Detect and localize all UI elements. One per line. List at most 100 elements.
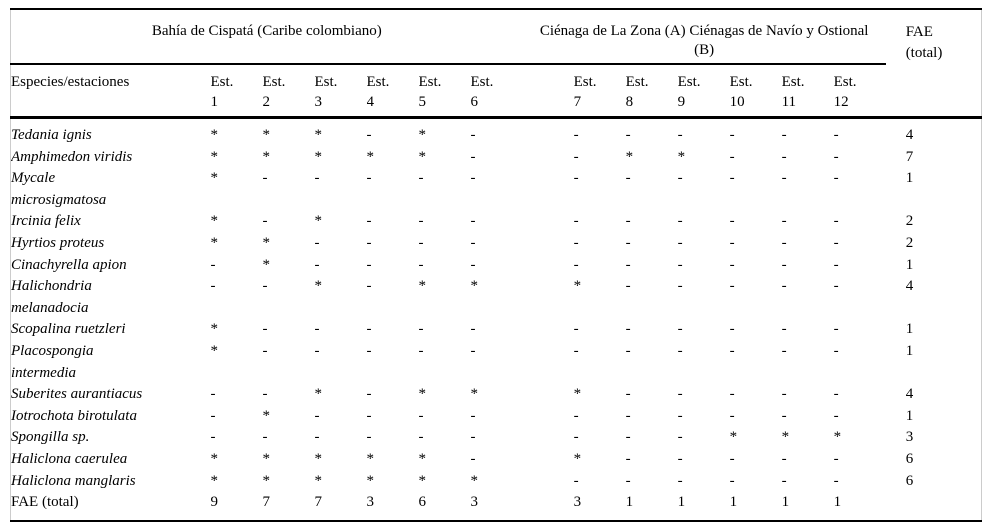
- presence-cell-est-5: -: [418, 256, 424, 273]
- species-row: Amphimedon viridis * * * * * - - * * - - - 7: [11, 147, 982, 169]
- presence-cell-est-5: -: [418, 234, 424, 251]
- presence-cell-est-3: -: [314, 321, 320, 338]
- presence-cell-est-5: *: [418, 472, 427, 489]
- presence-cell-est-2: *: [262, 472, 271, 489]
- presence-cell-est-10: -: [729, 321, 735, 338]
- species-row: Haliclona manglaris * * * * * * - - - - - - 6: [11, 471, 982, 493]
- presence-cell-est-1: *: [210, 170, 219, 187]
- species-row: Scopalina ruetzleri * - - - - - - - - - - - 1: [11, 319, 982, 341]
- group-gap-cell: [523, 492, 574, 521]
- presence-cell-est-11: -: [781, 148, 787, 165]
- group-gap-cell: [523, 276, 574, 319]
- presence-cell-est-3: -: [314, 256, 320, 273]
- presence-cell-est-10: -: [729, 407, 735, 424]
- presence-cell-est-3: -: [314, 342, 320, 359]
- presence-cell-est-1: *: [210, 450, 219, 467]
- presence-cell-est-6: -: [470, 170, 476, 187]
- presence-cell-est-2: *: [262, 234, 271, 251]
- presence-cell-est-8: -: [625, 321, 631, 338]
- station-header-est-11: Est. 11: [781, 64, 834, 119]
- presence-cell-est-12: -: [833, 342, 839, 359]
- presence-cell-est-10: -: [729, 450, 735, 467]
- presence-cell-est-12: -: [833, 472, 839, 489]
- presence-cell-est-1: *: [210, 127, 219, 143]
- presence-cell-est-4: *: [366, 148, 375, 165]
- presence-cell-est-8: -: [625, 386, 631, 403]
- presence-cell-est-2: *: [262, 256, 271, 273]
- presence-cell-est-12: -: [833, 386, 839, 403]
- presence-cell-est-4: -: [366, 256, 372, 273]
- presence-cell-est-4: -: [366, 234, 372, 251]
- species-name: Mycale microsigmatosa: [11, 170, 107, 208]
- presence-cell-est-6: -: [470, 213, 476, 230]
- species-name: Ircinia felix: [11, 213, 81, 230]
- species-name: Tedania ignis: [11, 127, 92, 143]
- presence-cell-est-5: -: [418, 213, 424, 230]
- row-fae-total: 1: [905, 170, 914, 187]
- species-row: Tedania ignis * * * - * - - - - - - - 4: [11, 118, 982, 147]
- presence-cell-est-9: *: [677, 148, 686, 165]
- group-gap-cell: [523, 384, 574, 406]
- presence-cell-est-9: -: [677, 407, 683, 424]
- species-name: Haliclona caerulea: [11, 450, 128, 467]
- species-row: Halichondria melanadocia - - * - * * * - - - - - 4: [11, 276, 982, 319]
- presence-cell-est-4: -: [366, 407, 372, 424]
- presence-cell-est-8: -: [625, 170, 631, 187]
- row-fae-total: 7: [905, 148, 914, 165]
- presence-cell-est-10: -: [729, 342, 735, 359]
- presence-cell-est-4: -: [366, 213, 372, 230]
- presence-cell-est-6: -: [470, 429, 476, 446]
- presence-cell-est-5: *: [418, 386, 427, 403]
- station-total-est-9: 1: [677, 494, 686, 511]
- presence-cell-est-8: -: [625, 450, 631, 467]
- presence-cell-est-5: *: [418, 278, 427, 295]
- presence-cell-est-8: -: [625, 429, 631, 446]
- presence-cell-est-9: -: [677, 234, 683, 251]
- group-gap-cell: [523, 427, 574, 449]
- presence-cell-est-7: -: [573, 472, 579, 489]
- presence-cell-est-11: *: [781, 429, 790, 446]
- presence-cell-est-8: -: [625, 278, 631, 295]
- presence-cell-est-7: -: [573, 429, 579, 446]
- species-row: Placospongia intermedia * - - - - - - - - - - - 1: [11, 341, 982, 384]
- presence-cell-est-11: -: [781, 321, 787, 338]
- presence-cell-est-3: *: [314, 127, 323, 143]
- presence-cell-est-5: -: [418, 321, 424, 338]
- presence-cell-est-6: -: [470, 256, 476, 273]
- species-row: Haliclona caerulea * * * * * - * - - - - - 6: [11, 449, 982, 471]
- presence-cell-est-3: -: [314, 234, 320, 251]
- presence-cell-est-7: *: [573, 450, 582, 467]
- totals-row: FAE (total) 9 7 7 3 6 3 3 1 1 1 1 1: [11, 492, 982, 521]
- presence-cell-est-7: -: [573, 127, 579, 143]
- station-header-est-4: Est. 4: [366, 64, 419, 119]
- table-header: Bahía de Cispatá (Caribe colombiano) Cié…: [10, 9, 982, 119]
- presence-cell-est-12: -: [833, 321, 839, 338]
- presence-cell-est-3: *: [314, 472, 323, 489]
- station-header-est-7: Est. 7: [573, 64, 626, 119]
- species-name: Spongilla sp.: [11, 429, 90, 446]
- row-fae-total: 1: [905, 407, 914, 424]
- presence-cell-est-3: *: [314, 450, 323, 467]
- presence-cell-est-11: -: [781, 386, 787, 403]
- presence-cell-est-1: *: [210, 213, 219, 230]
- presence-cell-est-1: *: [210, 148, 219, 165]
- presence-cell-est-11: -: [781, 278, 787, 295]
- presence-cell-est-6: -: [470, 148, 476, 165]
- presence-cell-est-8: -: [625, 256, 631, 273]
- group-gap-cell: [523, 449, 574, 471]
- presence-cell-est-1: -: [210, 278, 216, 295]
- species-name: Iotrochota birotulata: [11, 407, 137, 424]
- group-header-row: Bahía de Cispatá (Caribe colombiano) Cié…: [10, 9, 982, 119]
- group-header-bahia-de-cispata: Bahía de Cispatá (Caribe colombiano): [10, 9, 523, 65]
- species-name: Placospongia intermedia: [11, 342, 94, 381]
- presence-cell-est-11: -: [781, 407, 787, 424]
- presence-cell-est-5: -: [418, 407, 424, 424]
- fae-total-column-header: FAE (total): [885, 9, 982, 119]
- group-gap-cell: [523, 319, 574, 341]
- presence-cell-est-7: -: [573, 213, 579, 230]
- presence-cell-est-6: -: [470, 321, 476, 338]
- row-fae-total: 2: [905, 213, 914, 230]
- presence-cell-est-10: *: [729, 429, 738, 446]
- presence-cell-est-11: -: [781, 234, 787, 251]
- presence-cell-est-12: -: [833, 234, 839, 251]
